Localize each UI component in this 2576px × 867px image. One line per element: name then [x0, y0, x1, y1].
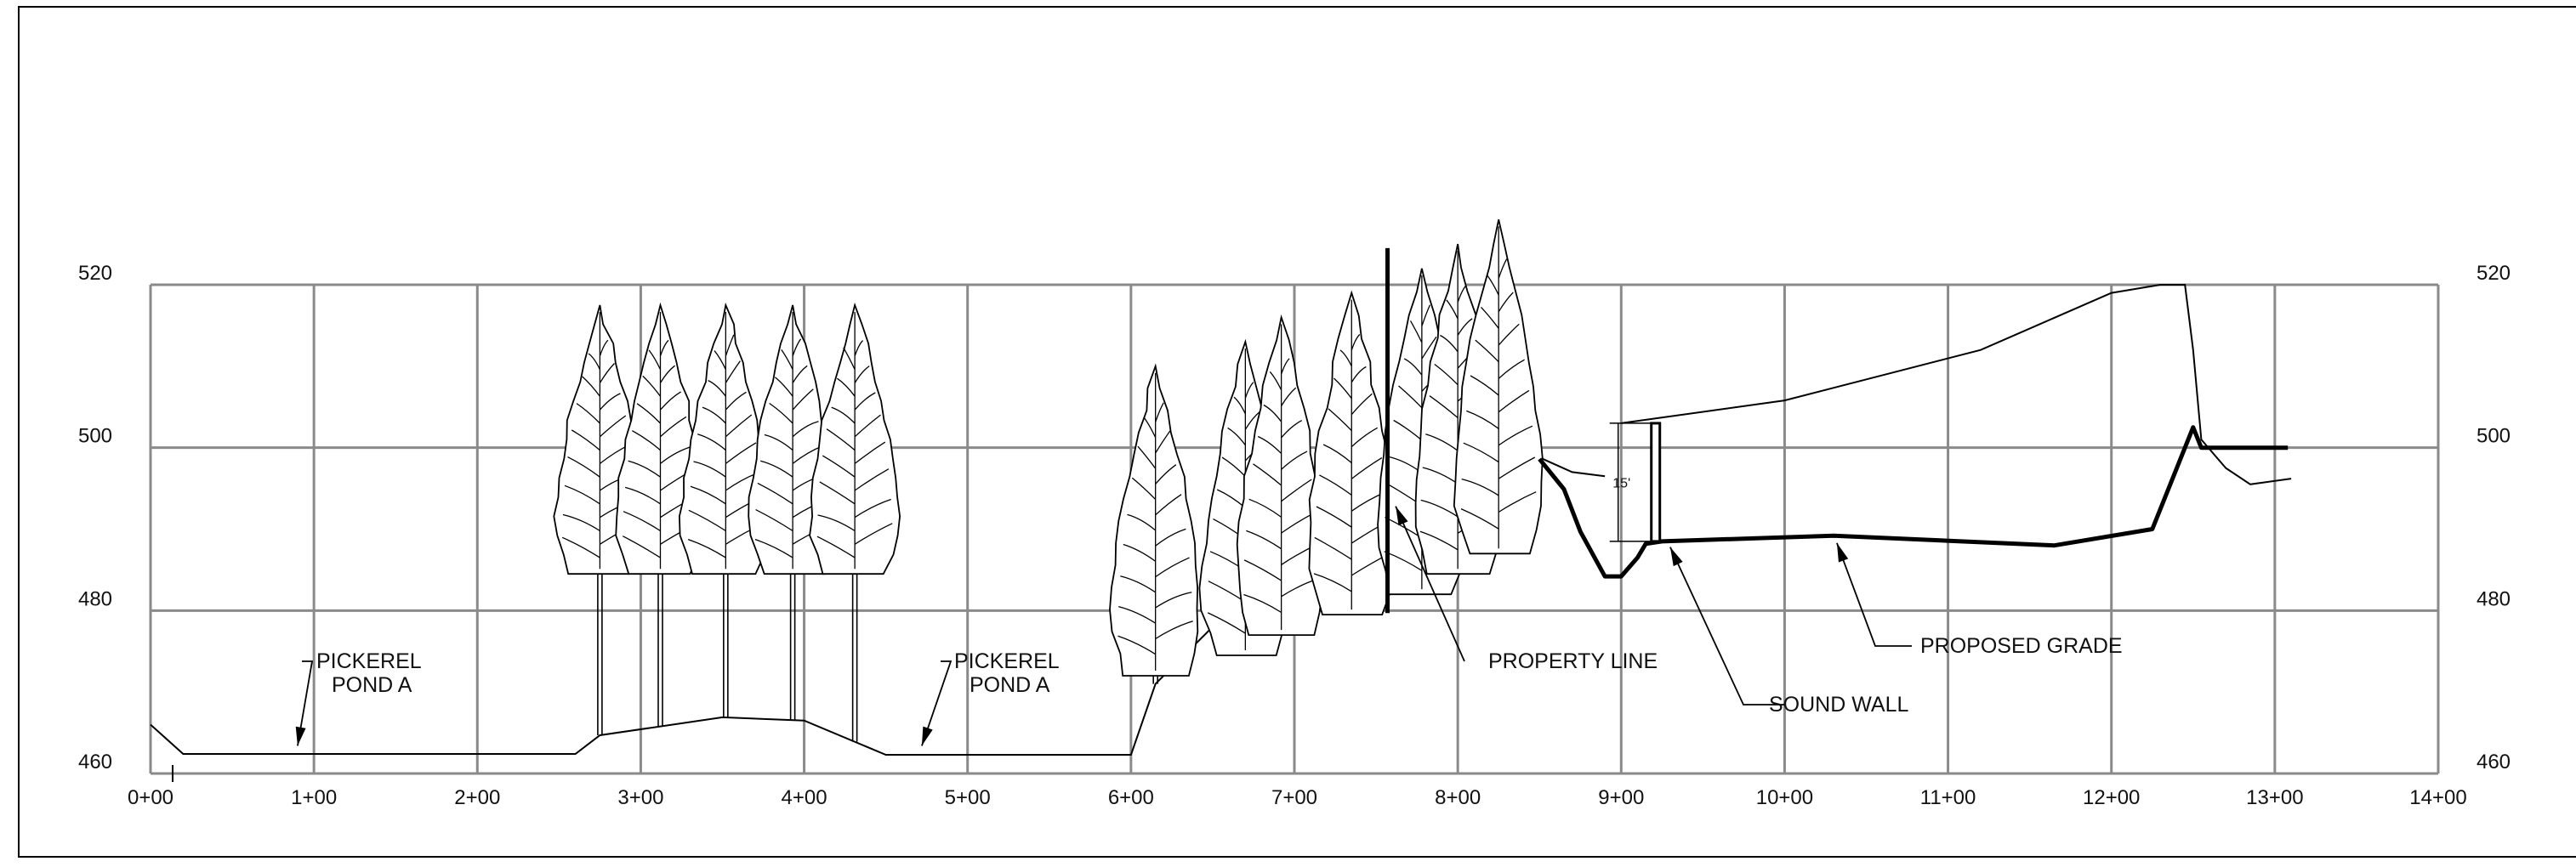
callout-label: SOUND WALL: [1769, 693, 1908, 717]
x-tick-label: 11+00: [1920, 786, 1976, 809]
x-tick-label: 1+00: [291, 786, 337, 809]
tree-crown: [1109, 363, 1199, 677]
x-tick-label: 14+00: [2409, 786, 2466, 809]
y-tick-label-left: 480: [78, 587, 112, 610]
upper-ground-line: [1621, 284, 2292, 485]
tree-branches: [1313, 299, 1390, 610]
tree: [809, 302, 901, 742]
sound-wall-height-label: 15': [1612, 476, 1630, 490]
tree-branches: [687, 311, 764, 570]
callout-arrowhead: [921, 726, 933, 746]
callout-leader: [1395, 506, 1465, 662]
y-tick-label-right: 500: [2476, 425, 2511, 448]
x-tick-label: 0+00: [128, 786, 173, 809]
features: 15': [1385, 247, 2289, 614]
tree-branches: [816, 311, 893, 570]
y-tick-label-right: 460: [2476, 751, 2511, 774]
y-tick-label-left: 500: [78, 425, 112, 448]
callout: PROPERTY LINE: [1395, 506, 1658, 673]
tree-branches: [754, 311, 831, 570]
tree-crown: [1308, 290, 1399, 615]
y-tick-label-right: 520: [2476, 262, 2511, 285]
x-tick-label: 9+00: [1598, 786, 1644, 809]
tree-branches: [1207, 348, 1283, 651]
tree-branches: [623, 311, 698, 570]
callout-arrowhead: [295, 726, 306, 746]
callout-leader: [921, 660, 952, 746]
callout-leader: [1836, 542, 1912, 647]
callout: SOUND WALL: [1669, 547, 1908, 717]
callout-label: POND A: [970, 673, 1050, 697]
y-tick-label-left: 520: [78, 262, 112, 285]
x-tick-label: 6+00: [1108, 786, 1154, 809]
callout-label: PICKEREL: [954, 649, 1060, 673]
y-tick-label-right: 480: [2476, 587, 2511, 610]
x-tick-label: 3+00: [617, 786, 663, 809]
y-tick-label-left: 460: [78, 751, 112, 774]
tree: [1453, 219, 1544, 555]
tree-branches: [1460, 226, 1537, 549]
callout-arrowhead: [1836, 542, 1849, 563]
tree: [1109, 363, 1199, 684]
x-tick-label: 7+00: [1271, 786, 1317, 809]
tree-branches: [1117, 372, 1193, 671]
x-tick-label: 13+00: [2246, 786, 2303, 809]
callout-leader: [1669, 547, 1784, 706]
x-tick-label: 4+00: [782, 786, 827, 809]
tree-branches: [1384, 275, 1460, 590]
tree-branches: [1419, 251, 1496, 570]
tree-branches: [561, 311, 638, 570]
tree: [1308, 290, 1399, 615]
tree: [1236, 314, 1326, 636]
sound-wall: [1650, 422, 1662, 543]
callout-arrowhead: [1669, 547, 1683, 567]
x-tick-label: 10+00: [1756, 786, 1813, 809]
callout-label: PROPOSED GRADE: [1920, 634, 2123, 658]
callout-leader: [297, 660, 314, 746]
callout-arrowhead: [1396, 506, 1408, 526]
callout-label: PROPERTY LINE: [1488, 649, 1658, 673]
tree-branches: [1243, 324, 1319, 631]
callout-label: PICKEREL: [316, 649, 422, 673]
trees: [553, 219, 1544, 742]
sheet-border: [18, 6, 2576, 858]
x-tick-label: 12+00: [2083, 786, 2140, 809]
callout-label: POND A: [332, 673, 412, 697]
x-tick-label: 8+00: [1435, 786, 1481, 809]
axis-labels: 0+00 1+00 2+00 3+00 4+00 5+00 6+00 7+00 8+00 9+00…: [78, 262, 2511, 809]
x-tick-label: 5+00: [945, 786, 991, 809]
x-tick-label: 2+00: [454, 786, 500, 809]
callout: PROPOSED GRADE: [1836, 542, 2123, 658]
